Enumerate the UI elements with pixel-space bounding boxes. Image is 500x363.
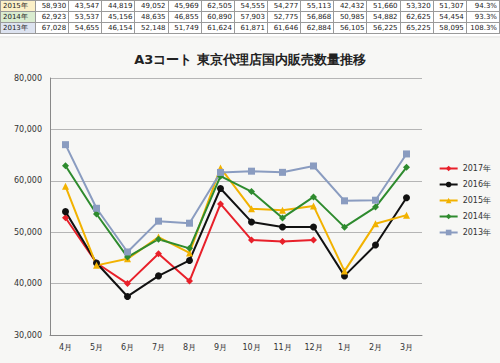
- html-text:44,819: 44,819: [107, 2, 133, 10]
- svg-text:3月: 3月: [400, 343, 413, 352]
- svg-text:5月: 5月: [90, 343, 103, 352]
- svg-text:12月: 12月: [304, 343, 322, 352]
- svg-text:2016年: 2016年: [463, 180, 491, 189]
- html-text:51,749: 51,749: [174, 24, 199, 32]
- svg-text:50,000: 50,000: [14, 228, 42, 237]
- html-text:46,855: 46,855: [174, 13, 199, 21]
- html-text:58,930: 58,930: [41, 2, 67, 10]
- html-text:51,307: 51,307: [439, 2, 464, 10]
- html-text:65,225: 65,225: [406, 24, 431, 32]
- svg-text:6月: 6月: [121, 343, 134, 352]
- svg-text:2017年: 2017年: [463, 164, 491, 173]
- svg-text:10月: 10月: [242, 343, 260, 352]
- svg-text:11月: 11月: [273, 343, 291, 352]
- svg-text:60,000: 60,000: [14, 176, 42, 185]
- html-text:42,432: 42,432: [339, 2, 365, 10]
- html-text:45,969: 45,969: [174, 2, 199, 10]
- svg-text:30,000: 30,000: [14, 331, 42, 340]
- html-text:58,095: 58,095: [439, 24, 464, 32]
- html-text:56,868: 56,868: [306, 13, 332, 21]
- svg-text:1月: 1月: [338, 343, 351, 352]
- html-text:60,890: 60,890: [207, 13, 232, 21]
- html-text:56,105: 56,105: [339, 24, 365, 32]
- html-text:48,635: 48,635: [141, 13, 166, 21]
- svg-text:9月: 9月: [214, 343, 227, 352]
- svg-text:40,000: 40,000: [14, 279, 42, 288]
- html-text:2015年: 2015年: [3, 2, 28, 10]
- html-text:54,555: 54,555: [240, 2, 265, 10]
- html-text:2013年: 2013年: [3, 24, 28, 32]
- svg-text:70,000: 70,000: [14, 125, 42, 134]
- html-text:62,625: 62,625: [406, 13, 431, 21]
- html-text:55,113: 55,113: [306, 2, 332, 10]
- html-text:61,871: 61,871: [240, 24, 265, 32]
- html-text:94.3%: 94.3%: [474, 2, 497, 10]
- html-text:53,537: 53,537: [74, 13, 100, 21]
- html-text:54,655: 54,655: [74, 24, 100, 32]
- svg-text:2014年: 2014年: [463, 212, 491, 221]
- html-text:52,148: 52,148: [141, 24, 166, 32]
- html-text:52,775: 52,775: [273, 13, 299, 21]
- html-text:54,882: 54,882: [373, 13, 398, 21]
- html-text:49,052: 49,052: [141, 2, 166, 10]
- html-text:43,547: 43,547: [74, 2, 100, 10]
- html-text:93.3%: 93.3%: [474, 13, 497, 21]
- html-text:53,320: 53,320: [406, 2, 431, 10]
- svg-text:2015年: 2015年: [463, 196, 491, 205]
- html-text:62,884: 62,884: [306, 24, 332, 32]
- html-text:54,454: 54,454: [439, 13, 464, 21]
- svg-text:2月: 2月: [369, 343, 382, 352]
- html-text:108.3%: 108.3%: [470, 24, 497, 32]
- html-text:67,028: 67,028: [41, 24, 67, 32]
- svg-text:8月: 8月: [183, 343, 196, 352]
- svg-text:A3コート 東京代理店国内販売数量推移: A3コート 東京代理店国内販売数量推移: [134, 52, 366, 67]
- html-text:54,277: 54,277: [273, 2, 299, 10]
- svg-text:80,000: 80,000: [14, 74, 42, 83]
- html-text:62,505: 62,505: [207, 2, 232, 10]
- html-text:57,903: 57,903: [240, 13, 265, 21]
- html-text:2014年: 2014年: [3, 13, 28, 21]
- html-text:51,660: 51,660: [373, 2, 398, 10]
- html-text:50,985: 50,985: [339, 13, 365, 21]
- html-text:56,225: 56,225: [373, 24, 398, 32]
- svg-text:4月: 4月: [59, 343, 72, 352]
- svg-text:2013年: 2013年: [463, 228, 491, 237]
- svg-text:7月: 7月: [152, 343, 165, 352]
- html-text:61,624: 61,624: [207, 24, 232, 32]
- html-text:46,154: 46,154: [107, 24, 133, 32]
- html-text:45,156: 45,156: [107, 13, 133, 21]
- html-text:62,923: 62,923: [41, 13, 67, 21]
- html-text:61,646: 61,646: [273, 24, 299, 32]
